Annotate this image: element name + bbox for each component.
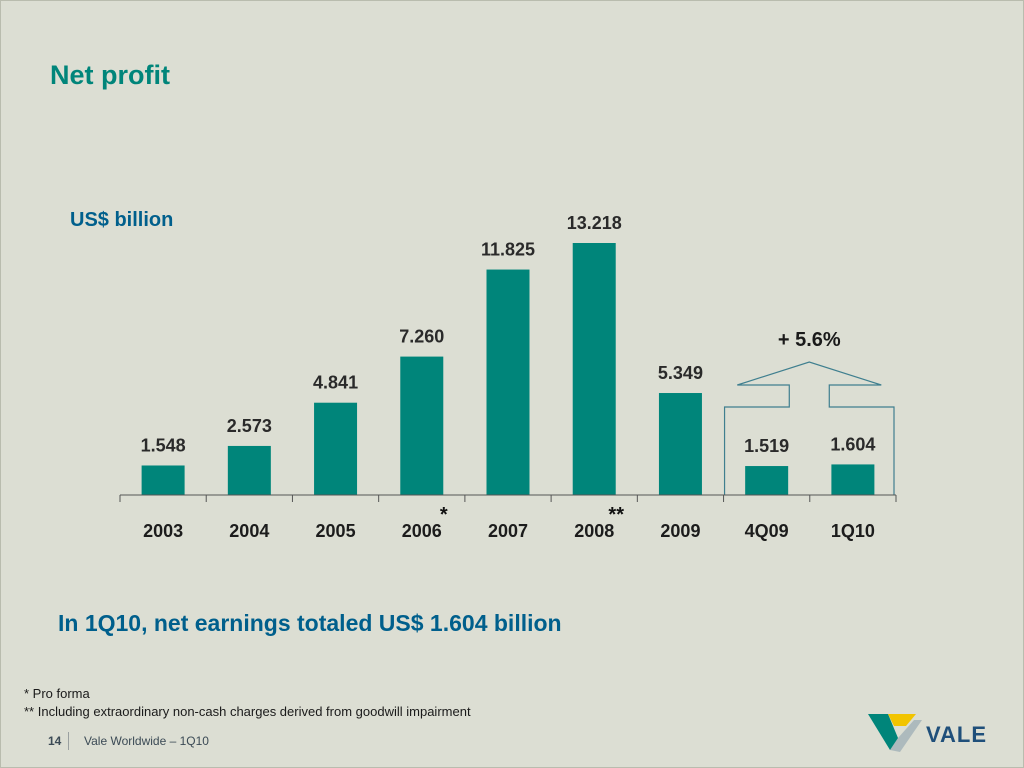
- vale-logo-icon: [868, 714, 922, 752]
- value-label-2008: 13.218: [567, 213, 622, 233]
- footer-divider: [68, 732, 69, 750]
- note-mark-2008: **: [608, 504, 624, 526]
- bar-2008: [572, 243, 616, 495]
- tick-label-2003: 2003: [143, 521, 183, 541]
- bars-group: 1.548 2.573 4.841 7.260 11.825 13.218 5.349 1.5…: [141, 213, 875, 495]
- growth-label: + 5.6%: [778, 329, 841, 351]
- value-label-2003: 1.548: [141, 435, 186, 455]
- tick-label-2008: 2008: [574, 521, 614, 541]
- vale-logo-text: VALE: [926, 722, 988, 747]
- value-label-2005: 4.841: [313, 373, 358, 393]
- footer-text: Vale Worldwide – 1Q10: [84, 734, 209, 748]
- tick-label-2004: 2004: [229, 521, 269, 541]
- tick-label-1Q10: 1Q10: [831, 521, 875, 541]
- vale-logo: VALE: [866, 708, 986, 758]
- value-label-2004: 2.573: [227, 416, 272, 436]
- bar-4Q09: [745, 466, 789, 495]
- footnote-goodwill: ** Including extraordinary non-cash char…: [24, 704, 471, 719]
- tick-label-2005: 2005: [316, 521, 356, 541]
- bar-1Q10: [831, 464, 875, 495]
- page-title: Net profit: [50, 60, 170, 90]
- bar-2009: [658, 393, 702, 495]
- value-label-4Q09: 1.519: [744, 436, 789, 456]
- bar-2005: [314, 402, 358, 495]
- bar-2003: [141, 465, 185, 495]
- bar-2006: [400, 356, 444, 495]
- footnote-pro-forma: * Pro forma: [24, 686, 90, 701]
- bar-2004: [227, 445, 271, 495]
- page-number: 14: [48, 734, 62, 748]
- unit-label: US$ billion: [70, 209, 174, 231]
- value-label-2009: 5.349: [658, 363, 703, 383]
- headline: In 1Q10, net earnings totaled US$ 1.604 …: [58, 610, 562, 636]
- highlight-arrow-box: [723, 361, 895, 495]
- x-axis: 2003 2004 2005 2006* 2007 2008** 2009 4Q09 1Q10: [119, 494, 897, 541]
- value-label-2007: 11.825: [481, 240, 535, 260]
- footnotes: * Pro forma ** Including extraordinary n…: [24, 685, 471, 721]
- note-mark-2006: *: [440, 504, 448, 526]
- value-label-1Q10: 1.604: [830, 434, 875, 454]
- tick-label-2009: 2009: [660, 521, 700, 541]
- footer: 14 Vale Worldwide – 1Q10: [0, 732, 400, 750]
- tick-label-2007: 2007: [488, 521, 528, 541]
- tick-label-4Q09: 4Q09: [745, 521, 789, 541]
- highlight-arrow-outline: [723, 361, 895, 495]
- value-label-2006: 7.260: [399, 327, 444, 347]
- bar-2007: [486, 269, 530, 495]
- tick-label-2006: 2006: [402, 521, 442, 541]
